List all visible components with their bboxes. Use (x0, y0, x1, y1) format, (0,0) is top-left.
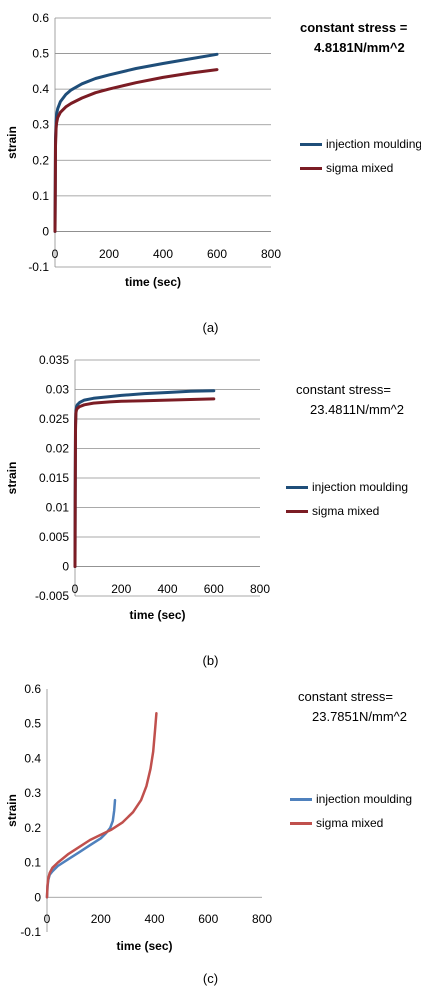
chart-b-annotation-line1: constant stress= (296, 382, 392, 397)
chart-a-y-tick-label: 0 (42, 224, 49, 238)
chart-panel-a: -0.1 0 0.1 0.2 0.3 0.4 0.5 0.6 0 200 400 600 800 time… (0, 0, 421, 345)
chart-c-x-tick-label: 400 (144, 912, 164, 926)
chart-a-legend-swatch (300, 166, 322, 170)
chart-c-y-tick-label: 0 (34, 890, 41, 904)
chart-c-legend-item: sigma mixed (290, 811, 412, 835)
chart-a-caption: (a) (202, 320, 219, 335)
chart-a-legend: injection moulding sigma mixed (300, 132, 421, 180)
chart-a-y-tick-label: 0.3 (32, 118, 49, 132)
chart-a-x-tick-label: 800 (261, 247, 281, 261)
chart-b-legend-label: sigma mixed (312, 504, 380, 518)
chart-b-x-tick-label: 200 (111, 582, 131, 596)
chart-a-x-tick-label: 400 (153, 247, 173, 261)
chart-b-legend-item: sigma mixed (286, 499, 408, 523)
chart-b-x-tick-label: 600 (204, 582, 224, 596)
chart-b-caption: (b) (202, 653, 219, 668)
chart-a-x-tick-label: 600 (207, 247, 227, 261)
chart-b-series-line-1 (73, 389, 216, 568)
chart-c-annotation-line2: 23.7851N/mm^2 (312, 709, 407, 724)
chart-b-series-line-2 (73, 397, 216, 568)
chart-a-annotation: constant stress = 4.8181N/mm^2 (300, 18, 407, 58)
chart-b-legend-label: injection moulding (312, 480, 409, 494)
chart-c-legend-swatch (290, 797, 312, 801)
chart-b-y-tick-label: 0.01 (46, 501, 70, 515)
chart-a-x-tick-label: 200 (99, 247, 119, 261)
chart-c-series-line-2 (45, 712, 158, 899)
chart-b-x-tick-label: 400 (157, 582, 177, 596)
chart-b-y-axis-title: strain (5, 462, 19, 495)
chart-a-y-tick-label: 0.4 (32, 82, 49, 96)
chart-a-y-tick-label: 0.2 (32, 153, 49, 167)
chart-a-legend-label: sigma mixed (326, 161, 394, 175)
chart-b-y-tick-label: 0.025 (39, 412, 69, 426)
chart-b-legend-swatch (286, 485, 308, 489)
chart-c-y-tick-label: 0.2 (24, 821, 41, 835)
chart-c-x-axis-title: time (sec) (116, 939, 172, 953)
chart-c-y-axis-title: strain (5, 794, 19, 827)
chart-c-caption: (c) (202, 971, 219, 986)
chart-a-y-tick-label: 0.6 (32, 11, 49, 25)
chart-a-y-axis-title: strain (5, 126, 19, 159)
chart-c-legend-label: sigma mixed (316, 816, 384, 830)
chart-c-legend-swatch (290, 821, 312, 825)
chart-b-plot: -0.00500.0050.010.0150.020.0250.030.0350… (5, 353, 270, 622)
chart-c-y-tick-label: 0.1 (24, 856, 41, 870)
chart-a-x-axis-title: time (sec) (125, 275, 181, 289)
chart-b-legend-swatch (286, 509, 308, 513)
chart-b-x-tick-label: 800 (250, 582, 270, 596)
chart-panel-b: -0.005 0 0.005 0.01 0.015 0.02 0.025 0.03 0.035 0… (0, 335, 421, 668)
chart-c-y-tick-label: 0.3 (24, 786, 41, 800)
chart-c-y-tick-label: 0.6 (24, 682, 41, 696)
chart-b-x-axis-title: time (sec) (129, 608, 185, 622)
chart-a-annotation-line2: 4.8181N/mm^2 (314, 40, 405, 55)
chart-panel-c: -0.1 0 0.1 0.2 0.3 0.4 0.5 0.6 0 200 400 600 800 time… (0, 665, 421, 986)
chart-c-x-tick-label: 200 (91, 912, 111, 926)
chart-a-legend-label: injection moulding (326, 137, 421, 151)
chart-a-annotation-line1: constant stress = (300, 20, 408, 35)
chart-b-annotation-line2: 23.4811N/mm^2 (310, 402, 405, 417)
chart-a-y-tick-label: -0.1 (28, 260, 49, 274)
chart-b-y-tick-label: 0 (62, 560, 69, 574)
chart-a-legend-item: sigma mixed (300, 156, 421, 180)
chart-b-y-tick-label: 0.005 (39, 530, 69, 544)
chart-c-legend: injection moulding sigma mixed (290, 787, 412, 835)
chart-c-y-tick-label: -0.1 (20, 925, 41, 939)
chart-a-legend-swatch (300, 142, 322, 146)
chart-b-legend-item: injection moulding (286, 475, 408, 499)
chart-b-annotation: constant stress= 23.4811N/mm^2 (296, 380, 404, 420)
chart-c-annotation: constant stress= 23.7851N/mm^2 (298, 687, 407, 727)
chart-c-annotation-line1: constant stress= (298, 689, 394, 704)
chart-c-y-tick-label: 0.5 (24, 717, 41, 731)
chart-a-plot: -0.100.10.20.30.40.50.60 200 400 600 800time… (5, 11, 281, 289)
chart-b-y-tick-label: -0.005 (35, 589, 69, 603)
chart-c-x-tick-label: 0 (44, 912, 51, 926)
chart-a-series-line-2 (53, 68, 219, 233)
chart-a-y-tick-label: 0.1 (32, 189, 49, 203)
chart-c-legend-item: injection moulding (290, 787, 412, 811)
chart-a-y-tick-label: 0.5 (32, 47, 49, 61)
chart-a-x-tick-label: 0 (52, 247, 59, 261)
chart-c-x-tick-label: 800 (252, 912, 272, 926)
chart-c-plot: -0.100.10.20.30.40.50.60 200 400 600 800time… (5, 682, 272, 953)
chart-b-y-tick-label: 0.035 (39, 353, 69, 367)
chart-b-legend: injection moulding sigma mixed (286, 475, 408, 523)
chart-b-y-tick-label: 0.02 (46, 442, 70, 456)
chart-b-x-tick-label: 0 (72, 582, 79, 596)
chart-a-series-line-1 (53, 52, 219, 233)
chart-b-y-tick-label: 0.015 (39, 471, 69, 485)
chart-c-x-tick-label: 600 (198, 912, 218, 926)
chart-c-y-tick-label: 0.4 (24, 751, 41, 765)
chart-a-legend-item: injection moulding (300, 132, 421, 156)
chart-c-legend-label: injection moulding (316, 792, 413, 806)
chart-c-series-line-1 (45, 798, 117, 899)
chart-b-y-tick-label: 0.03 (46, 383, 70, 397)
